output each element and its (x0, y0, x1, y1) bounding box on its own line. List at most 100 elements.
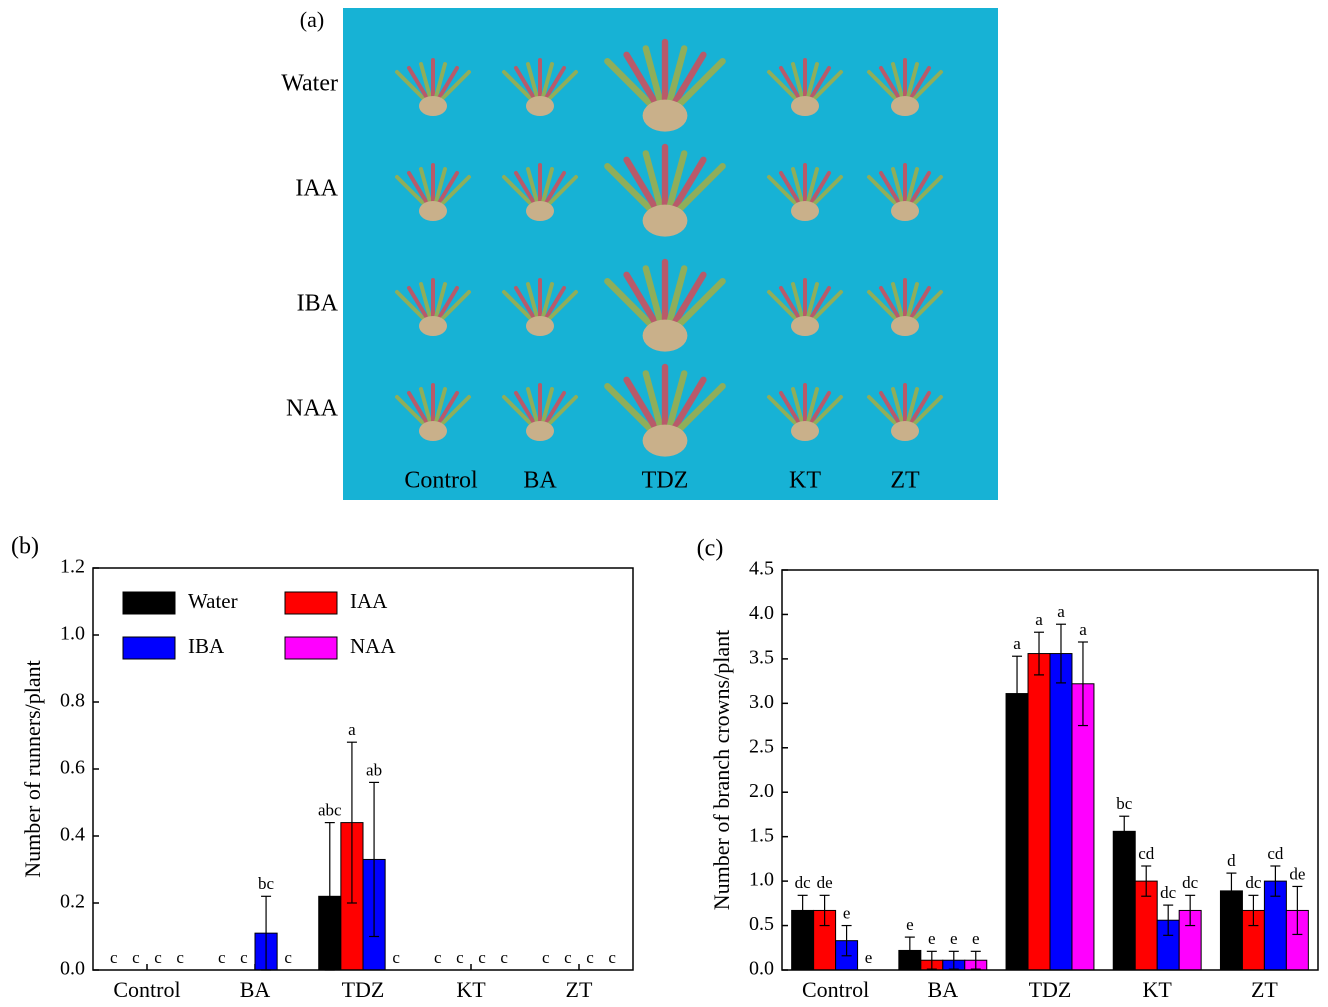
column-label: TDZ (642, 468, 689, 494)
significance-letter: e (906, 915, 914, 934)
significance-letter: cd (1138, 844, 1155, 863)
y-tick-label: 0.5 (749, 913, 774, 935)
y-tick-label: 1.5 (749, 824, 774, 846)
x-tick-label: KT (1143, 977, 1173, 1002)
y-tick-label: 0.2 (60, 891, 85, 913)
x-tick-label: BA (240, 977, 271, 1002)
x-tick-label: BA (928, 977, 959, 1002)
row-label: IBA (297, 291, 339, 317)
crown (526, 201, 554, 221)
y-tick-label: 1.2 (60, 556, 85, 578)
y-tick-label: 3.0 (749, 691, 774, 713)
significance-letter: c (240, 948, 248, 967)
y-tick-label: 4.5 (749, 558, 774, 580)
legend-swatch (285, 637, 337, 659)
column-label: KT (789, 468, 821, 494)
crown (643, 320, 688, 352)
significance-letter: de (817, 873, 833, 892)
significance-letter: c (176, 948, 184, 967)
significance-letter: dc (1160, 883, 1177, 902)
column-label: Control (404, 468, 478, 494)
x-tick-label: ZT (1251, 977, 1278, 1002)
significance-letter: cd (1267, 844, 1284, 863)
y-tick-label: 4.0 (749, 602, 774, 624)
legend-swatch (123, 592, 175, 614)
x-tick-label: ZT (566, 977, 593, 1002)
significance-letter: e (972, 929, 980, 948)
significance-letter: dc (1245, 873, 1262, 892)
row-label: NAA (286, 396, 339, 422)
significance-letter: c (608, 948, 616, 967)
crown (526, 421, 554, 441)
bar (1072, 684, 1094, 970)
figure: (a) Water IAA IBA NAA Control BA TDZ KT ZT (b) Num… (0, 0, 1328, 1007)
crown (791, 201, 819, 221)
crown (419, 96, 447, 116)
column-label: BA (523, 468, 557, 494)
y-tick-label: 0.0 (749, 958, 774, 980)
bar (1006, 694, 1028, 970)
y-axis-title: Number of runners/plant (20, 660, 45, 878)
significance-letter: bc (1116, 794, 1133, 813)
row-label: IAA (295, 176, 338, 202)
significance-letter: c (500, 948, 508, 967)
crown (791, 421, 819, 441)
significance-letter: c (284, 948, 292, 967)
crown (643, 100, 688, 132)
x-tick-label: TDZ (1029, 977, 1072, 1002)
x-tick-label: KT (456, 977, 486, 1002)
y-tick-label: 0.4 (60, 824, 85, 846)
crown (791, 316, 819, 336)
significance-letter: a (1035, 610, 1043, 629)
significance-letter: c (564, 948, 572, 967)
x-tick-label: Control (113, 977, 180, 1002)
legend-label: Water (188, 589, 238, 613)
significance-letter: c (586, 948, 594, 967)
legend-label: IBA (188, 634, 225, 658)
panel-label: (c) (697, 536, 724, 562)
significance-letter: a (1079, 620, 1087, 639)
crown (791, 96, 819, 116)
significance-letter: a (1013, 634, 1021, 653)
crown (643, 425, 688, 457)
legend-label: NAA (350, 634, 396, 658)
y-axis-title: Number of branch crowns/plant (709, 630, 734, 910)
crown (419, 421, 447, 441)
significance-letter: c (132, 948, 140, 967)
significance-letter: ab (366, 760, 382, 779)
bar (1113, 831, 1135, 970)
crown (891, 96, 919, 116)
bar (1050, 654, 1072, 970)
significance-letter: abc (318, 801, 342, 820)
crown (419, 316, 447, 336)
crown (643, 205, 688, 237)
significance-letter: c (478, 948, 486, 967)
y-tick-label: 2.5 (749, 735, 774, 757)
significance-letter: e (843, 903, 851, 922)
y-tick-label: 1.0 (749, 869, 774, 891)
significance-letter: e (950, 929, 958, 948)
panel-label: (a) (300, 7, 324, 32)
significance-letter: e (928, 929, 936, 948)
significance-letter: bc (258, 874, 275, 893)
crown (891, 316, 919, 336)
page: (a) Water IAA IBA NAA Control BA TDZ KT ZT (b) Num… (0, 0, 1328, 1007)
panel-label: (b) (11, 534, 39, 560)
significance-letter: c (110, 948, 118, 967)
y-tick-label: 0.6 (60, 757, 85, 779)
legend-label: IAA (350, 589, 388, 613)
significance-letter: c (542, 948, 550, 967)
crown (419, 201, 447, 221)
significance-letter: c (392, 948, 400, 967)
bar (1028, 654, 1050, 970)
crown (891, 421, 919, 441)
significance-letter: d (1227, 851, 1236, 870)
crown (526, 96, 554, 116)
y-tick-label: 0.8 (60, 690, 85, 712)
y-tick-label: 1.0 (60, 623, 85, 645)
column-label: ZT (890, 468, 920, 494)
legend-swatch (123, 637, 175, 659)
significance-letter: c (434, 948, 442, 967)
y-tick-label: 0.0 (60, 958, 85, 980)
significance-letter: dc (1182, 873, 1199, 892)
